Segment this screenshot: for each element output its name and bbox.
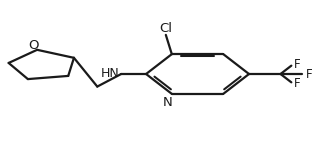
Text: F: F bbox=[294, 77, 300, 90]
Text: F: F bbox=[294, 58, 300, 71]
Text: N: N bbox=[163, 95, 173, 108]
Text: HN: HN bbox=[101, 67, 120, 80]
Text: Cl: Cl bbox=[159, 22, 172, 35]
Text: O: O bbox=[28, 39, 39, 52]
Text: F: F bbox=[306, 67, 313, 81]
